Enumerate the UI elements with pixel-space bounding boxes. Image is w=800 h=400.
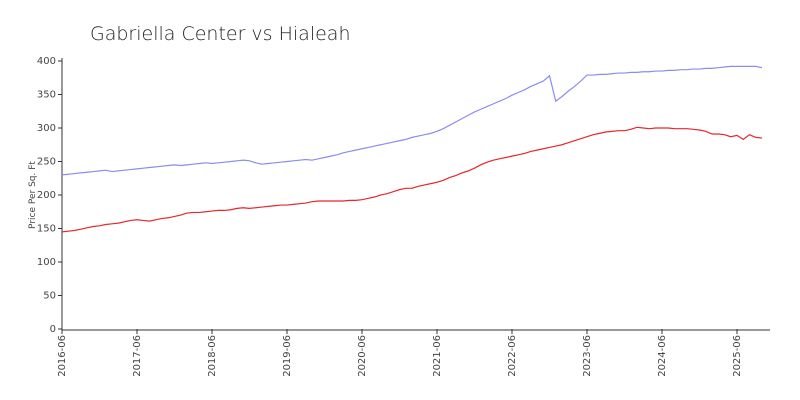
y-axis-label: Price Per Sq. Ft (28, 161, 38, 229)
x-tick-label: 2019-06 (282, 335, 293, 377)
x-tick-label: 2023-06 (582, 335, 593, 377)
x-tick-label: 2021-06 (432, 335, 443, 377)
x-tick-label: 2022-06 (507, 335, 518, 377)
y-tick-label: 100 (37, 257, 56, 268)
x-tick-label: 2017-06 (132, 335, 143, 377)
chart-title: Gabriella Center vs Hialeah (90, 23, 350, 45)
series-line (61, 126, 763, 233)
y-tick-label: 300 (37, 123, 56, 134)
y-tick-label: 250 (37, 157, 56, 168)
series-line (61, 65, 763, 176)
y-tick-label: 0 (50, 324, 56, 335)
y-tick-label: 50 (43, 291, 56, 302)
x-tick-label: 2020-06 (357, 335, 368, 377)
x-tick-label: 2024-06 (657, 335, 668, 377)
y-tick-label: 400 (37, 56, 56, 67)
y-tick-label: 200 (37, 190, 56, 201)
y-tick-label: 150 (37, 224, 56, 235)
x-tick-label: 2016-06 (57, 335, 68, 377)
x-tick-label: 2018-06 (207, 335, 218, 377)
y-tick-label: 350 (37, 90, 56, 101)
x-tick-label: 2025-06 (732, 335, 743, 377)
